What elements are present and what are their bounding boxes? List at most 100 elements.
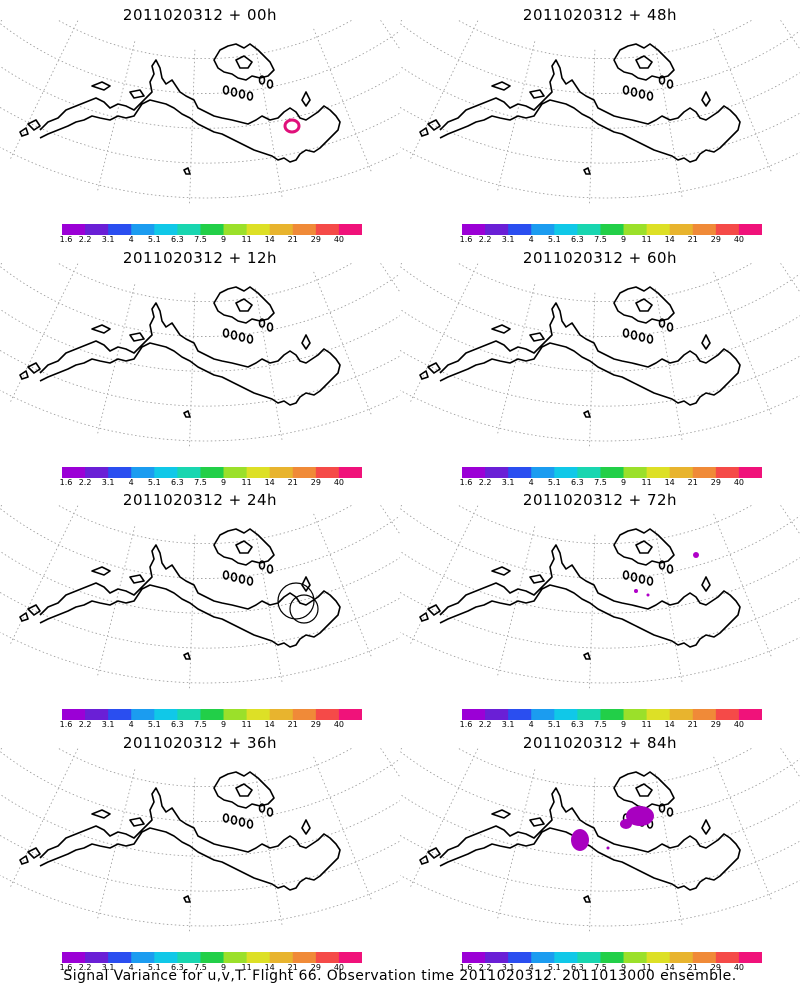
colorbar-label: 4 (528, 720, 534, 729)
coastline (19, 771, 341, 903)
colorbar-label: 9 (620, 235, 627, 244)
colorbar-label: 11 (641, 478, 652, 487)
colorbar-label: 40 (333, 963, 345, 972)
colorbar-swatch (62, 952, 86, 963)
colorbar-swatch (269, 709, 294, 720)
colorbar-label: 11 (241, 478, 252, 487)
forecast-panel-0: 2011020312 + 00h 1.6 2.2 3.1 4 5.1 6.3 7.5 9 11 14… (0, 0, 400, 250)
colorbar-labels: 1.6 2.2 3.1 4 5.1 6.3 7.5 9 11 14 21 29 40 (460, 720, 762, 732)
colorbar-swatch (692, 709, 717, 720)
colorbar-labels: 1.6 2.2 3.1 4 5.1 6.3 7.5 9 11 14 21 29 40 (459, 478, 762, 490)
colorbar-swatch (577, 952, 601, 963)
variance-spots (634, 552, 699, 597)
colorbar-swatch (462, 224, 486, 235)
colorbar-label: 5.1 (547, 963, 561, 972)
colorbar-label: 7.5 (594, 478, 607, 487)
colorbar-label: 9 (220, 963, 227, 972)
colorbar-label: 40 (733, 478, 745, 487)
forecast-panel-6: 2011020312 + 36h 1.6 2.2 3.1 4 5.1 6.3 7.5 9 11 14… (0, 728, 400, 978)
colorbar-labels: 1.6 2.2 3.1 4 5.1 6.3 7.5 9 11 14 21 29 40 (459, 963, 762, 975)
colorbar-swatch (462, 709, 486, 720)
coastline (419, 286, 741, 418)
colorbar-label: 2.2 (478, 478, 492, 487)
colorbar-swatch (485, 952, 509, 963)
forecast-panel-1: 2011020312 + 48h 1.6 2.2 3.1 4 5.1 6.3 7.5 9 11 14… (400, 0, 800, 250)
colorbar-swatch (200, 952, 225, 963)
colorbar-swatch (315, 709, 340, 720)
colorbar-swatch (108, 709, 132, 720)
colorbar-label: 6.3 (571, 478, 584, 487)
coastline (19, 528, 341, 660)
colorbar-swatch (600, 952, 625, 963)
colorbar-label: 9 (620, 963, 627, 972)
colorbar-label: 6.3 (571, 235, 584, 244)
colorbar-swatch (177, 709, 201, 720)
colorbar-label: 29 (710, 720, 721, 729)
colorbar-swatch (508, 467, 532, 478)
colorbar-swatch (738, 467, 762, 478)
colorbar-swatch (669, 224, 694, 235)
graticule (400, 505, 800, 690)
colorbar-label: 7.5 (194, 720, 207, 729)
colorbar-swatch (154, 224, 178, 235)
forecast-panel-3: 2011020312 + 60h 1.6 2.2 3.1 4 5.1 6.3 7.5 9 11 14… (400, 243, 800, 493)
colorbar-label: 40 (333, 478, 345, 487)
colorbar-label: 1.6 (459, 235, 473, 244)
graticule (400, 263, 800, 448)
colorbar-labels: 1.6 2.2 3.1 4 5.1 6.3 7.5 9 11 14 21 29 40 (60, 963, 362, 975)
colorbar-swatch (223, 224, 248, 235)
colorbar-label: 21 (687, 720, 698, 729)
colorbar-swatch (508, 224, 532, 235)
colorbar-swatch (669, 952, 694, 963)
colorbar-label: 14 (264, 720, 275, 729)
colorbar-swatch (462, 952, 486, 963)
colorbar-label: 11 (641, 963, 652, 972)
graticule (400, 748, 800, 933)
colorbar-label: 1.6 (459, 963, 473, 972)
colorbar-swatch (292, 224, 317, 235)
colorbar-label: 5.1 (147, 963, 161, 972)
colorbar-label: 3.1 (501, 478, 515, 487)
colorbar-swatch (600, 709, 625, 720)
colorbar-swatch (715, 467, 740, 478)
colorbar-swatch (485, 709, 509, 720)
colorbar-swatch (577, 709, 601, 720)
colorbar-swatch (485, 467, 509, 478)
colorbar-swatch (292, 709, 317, 720)
colorbar-label: 9 (220, 235, 227, 244)
colorbar-label: 3.1 (101, 720, 115, 729)
colorbar-label: 29 (710, 235, 721, 244)
colorbar-swatch (154, 952, 178, 963)
colorbar-swatch (508, 709, 532, 720)
colorbar-label: 5.1 (547, 720, 561, 729)
colorbar-swatch (623, 952, 648, 963)
colorbar-swatch (623, 709, 648, 720)
panel-title: 2011020312 + 00h (122, 6, 278, 24)
polar-map (400, 748, 800, 933)
colorbar-label: 6.3 (171, 963, 184, 972)
colorbar-label: 7.5 (194, 478, 207, 487)
colorbar-label: 1.6 (459, 478, 473, 487)
colorbar-swatch (646, 467, 671, 478)
polar-map (0, 20, 400, 205)
coastline (419, 528, 741, 660)
colorbar-swatch (715, 709, 740, 720)
colorbar-swatch (646, 709, 671, 720)
colorbar-label: 40 (733, 720, 745, 729)
colorbar-label: 4 (528, 235, 534, 244)
colorbar-label: 21 (287, 235, 298, 244)
colorbar-label: 2.2 (78, 478, 92, 487)
colorbar-label: 14 (664, 963, 675, 972)
colorbar-label: 29 (710, 478, 721, 487)
variance-spots (571, 806, 654, 851)
colorbar-label: 9 (220, 478, 227, 487)
colorbar-label: 5.1 (547, 478, 561, 487)
colorbar-swatch (338, 467, 362, 478)
colorbar-swatch (600, 467, 625, 478)
colorbar-swatch (577, 224, 601, 235)
colorbar-swatch (623, 467, 648, 478)
panel-title: 2011020312 + 24h (122, 491, 278, 509)
colorbar-swatch (292, 952, 317, 963)
colorbar-swatch (85, 224, 109, 235)
colorbar-labels: 1.6 2.2 3.1 4 5.1 6.3 7.5 9 11 14 21 29 40 (60, 235, 362, 247)
